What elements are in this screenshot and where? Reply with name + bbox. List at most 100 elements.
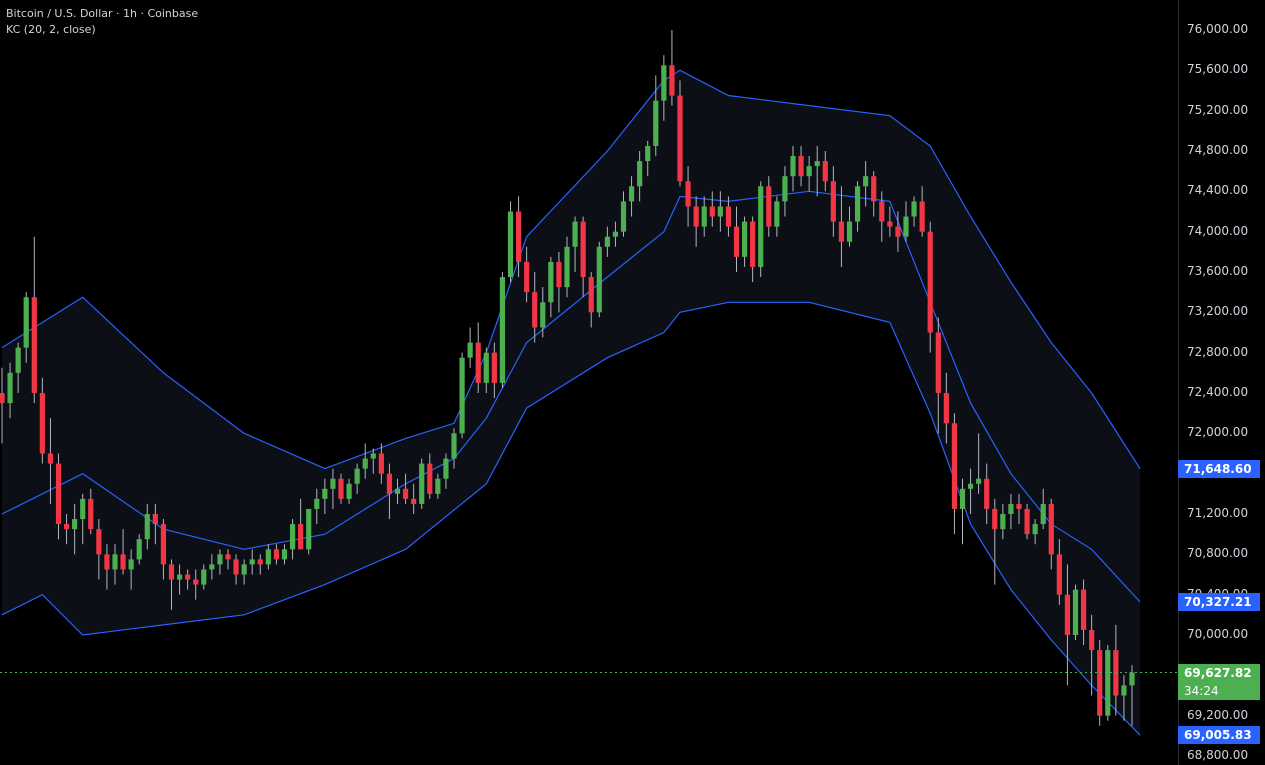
candle-body [741,221,748,257]
candle-body [467,342,473,358]
candle-body [176,574,183,580]
candle-body [846,221,853,242]
lower-band-price-label: 69,005.83 [1178,726,1260,745]
candle-body [612,231,619,237]
last-price-value: 69,627.82 [1184,665,1252,680]
candle-body [588,277,594,313]
candle-body [475,342,481,383]
candle-body [88,498,94,530]
candle-body [104,554,110,570]
candle-body [1121,685,1127,696]
keltner-channel-fill [2,70,1141,736]
candle-body [758,186,764,267]
candle-body [790,156,796,177]
candle-body [564,246,570,288]
candle-body [1048,503,1054,555]
candle-body [443,458,449,479]
candle-body [185,574,191,580]
upper-band-price-label: 71,648.60 [1178,459,1260,478]
symbol-title[interactable]: Bitcoin / U.S. Dollar · 1h · Coinbase [6,7,199,20]
candle-body [693,206,699,227]
candle-body [967,483,974,489]
candle-body [1032,524,1038,535]
candle-body [1016,503,1022,509]
candle-body [604,236,610,247]
candle-body [669,65,675,96]
price-axis[interactable]: 76,000.00 75,600.00 75,200.00 74,800.00 74,4… [1178,0,1265,765]
candle-body [7,372,13,404]
candle-body [1024,508,1030,535]
candle-body [750,221,756,267]
candle-body [871,176,877,202]
candle-body [1072,589,1079,635]
price-tick-label: 74,000.00 [1187,223,1249,238]
candle-body [1008,503,1014,514]
candle-body [225,554,231,560]
candle-body [201,569,207,585]
candle-body [596,246,602,313]
last-price-label: 69,627.82 34:24 [1178,663,1260,700]
price-tick-label: 72,400.00 [1187,385,1249,399]
candle-body [879,201,885,222]
candle-body [144,514,150,540]
candle-body [249,559,255,565]
candle-body [233,559,239,575]
price-tick-label: 72,800.00 [1187,344,1249,359]
candle-body [152,514,158,525]
candle-body [637,161,643,187]
candle-body [483,352,489,383]
candle-body [548,261,554,303]
candle-body [136,539,142,560]
candle-body [540,302,546,328]
candle-body [532,292,538,328]
candle-body [1105,650,1111,716]
candle-body [39,393,45,454]
candle-body [766,186,772,227]
candle-body [338,478,344,499]
candle-body [281,549,288,560]
candle-body [943,393,949,424]
candle-body [96,529,102,555]
candle-body [830,181,836,222]
candle-body [370,453,376,459]
candle-body [306,508,312,550]
price-tick-label: 68,800.00 [1187,748,1249,762]
price-tick-label: 70,800.00 [1187,546,1249,561]
candle-body [451,433,457,459]
candle-body [499,277,506,383]
candle-body [976,478,982,484]
candle-body [992,508,998,530]
candle-body [887,221,893,227]
candle-body [935,332,941,393]
price-tick-label: 73,600.00 [1187,264,1249,278]
candle-body [265,549,271,565]
indicator-label[interactable]: KC (20, 2, close) [6,23,96,36]
candle-body [217,554,223,565]
candle-body [685,181,691,207]
candle-body [645,145,651,162]
price-chart[interactable] [0,0,1178,765]
candle-body [241,564,247,575]
candle-body [628,186,635,202]
candle-body [725,206,732,227]
candle-body [774,201,780,227]
candle-body [507,211,514,278]
candle-body [572,221,578,247]
candle-body [112,554,118,570]
candle-body [273,549,280,560]
candle-body [701,206,707,227]
candle-body [80,498,86,520]
candle-body [314,498,320,509]
candle-body [733,226,740,257]
candle-body [47,453,54,464]
candle-body [822,161,828,182]
candle-body [394,488,401,494]
chart-legend: Bitcoin / U.S. Dollar · 1h · Coinbase KC… [6,6,198,38]
candle-body [927,231,933,333]
candle-body [322,488,328,499]
candle-body [903,216,909,237]
candle-body [677,95,683,182]
price-tick-label: 72,000.00 [1187,425,1249,440]
candle-body [378,453,384,474]
price-tick-label: 75,600.00 [1187,62,1249,77]
